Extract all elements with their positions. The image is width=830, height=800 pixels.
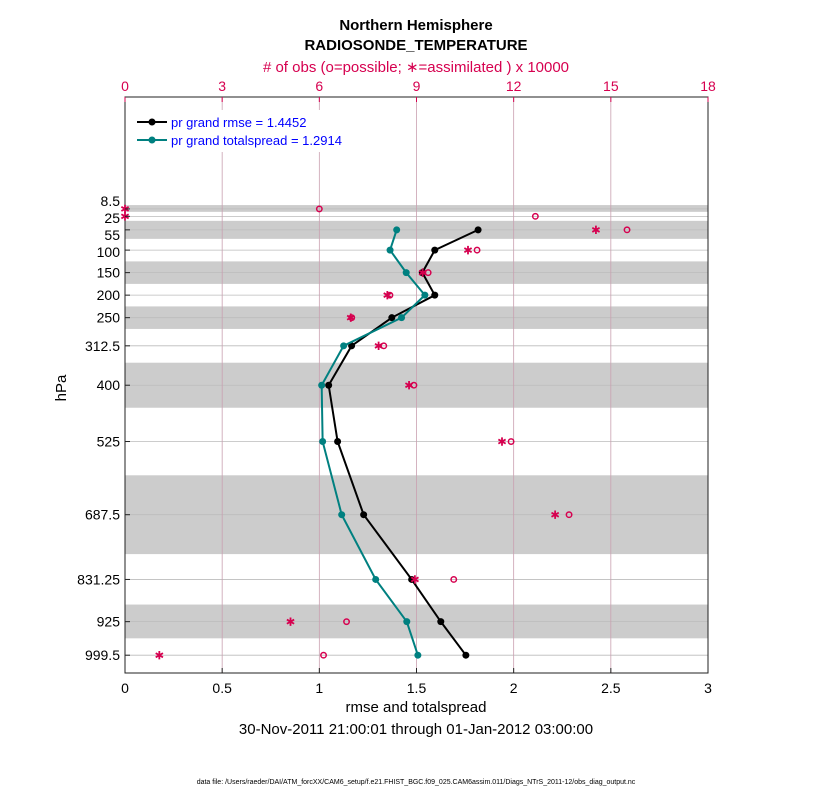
x-tick-label: 2 — [510, 680, 518, 696]
spread-point — [402, 269, 410, 277]
y-tick-label: 400 — [97, 377, 121, 393]
obs-assimilated-marker — [591, 225, 601, 235]
rmse-point — [325, 381, 333, 389]
spread-point — [393, 226, 401, 234]
y-tick-label: 55 — [104, 227, 120, 243]
obs-assimilated-marker — [410, 575, 419, 584]
legend: pr grand rmse = 1.4452 pr grand totalspr… — [130, 110, 370, 152]
rmse-point — [431, 291, 439, 299]
x-tick-label: 2.5 — [601, 680, 621, 696]
y-axis-label: hPa — [53, 374, 70, 401]
spread-point — [318, 381, 326, 389]
obs-possible-marker — [531, 212, 539, 220]
obs-assimilated-marker — [286, 617, 295, 626]
obs-assimilated-marker — [463, 245, 473, 255]
x-tick-label: 0.5 — [212, 680, 232, 696]
y-tick-label: 525 — [97, 434, 121, 450]
rmse-point — [360, 511, 368, 519]
spread-point — [340, 342, 348, 350]
obs-possible-marker — [450, 575, 458, 583]
obs-possible-marker — [343, 618, 350, 626]
top-tick-label: 6 — [315, 78, 323, 94]
x-tick-label: 0 — [121, 680, 129, 696]
obs-possible-marker — [424, 269, 432, 277]
top-axis-label: # of obs (o=possible; ∗=assimilated ) x … — [263, 59, 569, 76]
rmse-point — [348, 342, 356, 350]
legend-rmse: pr grand rmse = 1.4452 — [171, 115, 307, 130]
legend-spread: pr grand totalspread = 1.2914 — [171, 133, 342, 148]
spread-point — [414, 651, 422, 659]
chart-title: Northern Hemisphere — [339, 17, 492, 34]
y-tick-label: 200 — [97, 287, 121, 303]
y-tick-label: 831.25 — [77, 571, 120, 587]
obs-assimilated-marker — [404, 381, 414, 390]
y-tick-label: 100 — [97, 244, 121, 260]
obs-assimilated-marker — [383, 290, 392, 300]
y-tick-label: 150 — [97, 265, 121, 281]
top-tick-label: 18 — [700, 78, 716, 94]
y-tick-label: 925 — [97, 614, 121, 630]
spread-point — [372, 575, 380, 583]
x-tick-label: 1 — [315, 680, 323, 696]
date-range: 30-Nov-2011 21:00:01 through 01-Jan-2012… — [239, 721, 593, 738]
obs-assimilated-marker — [374, 341, 383, 351]
obs-possible-marker — [507, 438, 515, 445]
rmse-point — [388, 314, 396, 322]
obs-possible-marker — [623, 226, 631, 234]
obs-possible-marker — [565, 511, 573, 519]
top-tick-label: 0 — [121, 78, 129, 94]
x-axis-label: rmse and totalspread — [346, 699, 487, 716]
spread-point — [319, 438, 327, 446]
obs-possible-marker — [315, 205, 323, 213]
y-tick-label: 25 — [104, 210, 120, 226]
y-tick-label: 687.5 — [85, 507, 120, 523]
x-tick-label: 3 — [704, 680, 712, 696]
spread-point — [403, 618, 411, 626]
obs-possible-marker — [410, 381, 418, 389]
obs-possible-marker — [320, 651, 327, 659]
obs-possible-marker — [380, 342, 388, 350]
spread-point — [398, 314, 406, 322]
rmse-line — [327, 228, 479, 656]
obs-possible-marker — [473, 246, 481, 254]
y-tick-label: 999.5 — [85, 647, 120, 663]
y-tick-label: 312.5 — [85, 338, 120, 354]
y-tick-label: 8.5 — [101, 193, 121, 209]
top-tick-label: 12 — [506, 78, 522, 94]
rmse-point — [474, 226, 482, 234]
obs-assimilated-marker — [551, 510, 560, 519]
rmse-point — [431, 246, 439, 254]
spread-point — [386, 246, 394, 254]
rmse-point — [462, 651, 470, 659]
top-tick-label: 3 — [218, 78, 226, 94]
obs-assimilated-marker — [497, 437, 507, 446]
top-tick-label: 15 — [603, 78, 619, 94]
obs-assimilated-marker — [155, 651, 164, 660]
obs-assimilated-marker — [418, 268, 427, 277]
y-tick-label: 250 — [97, 310, 121, 326]
spread-point — [338, 511, 346, 519]
obs-assimilated-marker — [346, 313, 355, 322]
rmse-point — [437, 618, 445, 626]
spread-line — [320, 229, 427, 656]
x-tick-label: 1.5 — [407, 680, 427, 696]
top-tick-label: 9 — [413, 78, 421, 94]
spread-point — [421, 291, 429, 299]
chart-subtitle: RADIOSONDE_TEMPERATURE — [304, 37, 527, 54]
footer-data-file: data file: /Users/raeder/DAI/ATM_forcXX/… — [197, 779, 636, 786]
rmse-point — [334, 438, 342, 446]
